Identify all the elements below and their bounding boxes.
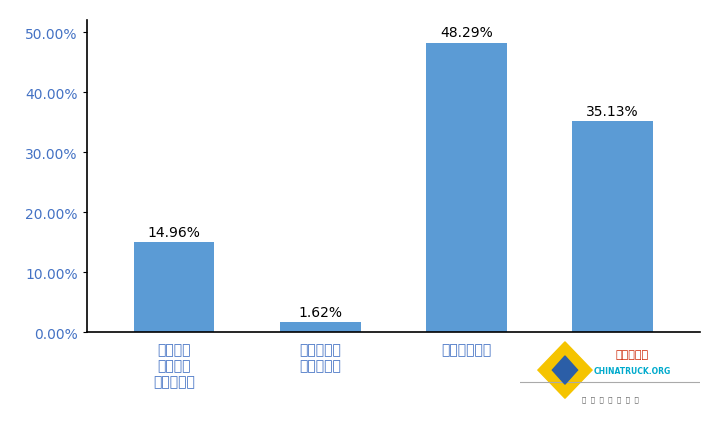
Text: 為  卡  車  司  機  服  務: 為 卡 車 司 機 服 務 [582,395,638,402]
Bar [573,122,653,332]
Text: 48.29%: 48.29% [440,26,493,40]
Text: 1.62%: 1.62% [298,305,342,319]
Bar [280,322,360,332]
Text: CHINATRUCK.ORG: CHINATRUCK.ORG [593,366,670,375]
Polygon shape [538,342,592,398]
Text: 14.96%: 14.96% [148,225,201,239]
Text: 中國卡車網: 中國卡車網 [615,349,648,359]
Bar [427,43,507,332]
Bar [134,243,214,332]
Text: 35.13%: 35.13% [586,105,639,118]
Polygon shape [552,356,578,384]
